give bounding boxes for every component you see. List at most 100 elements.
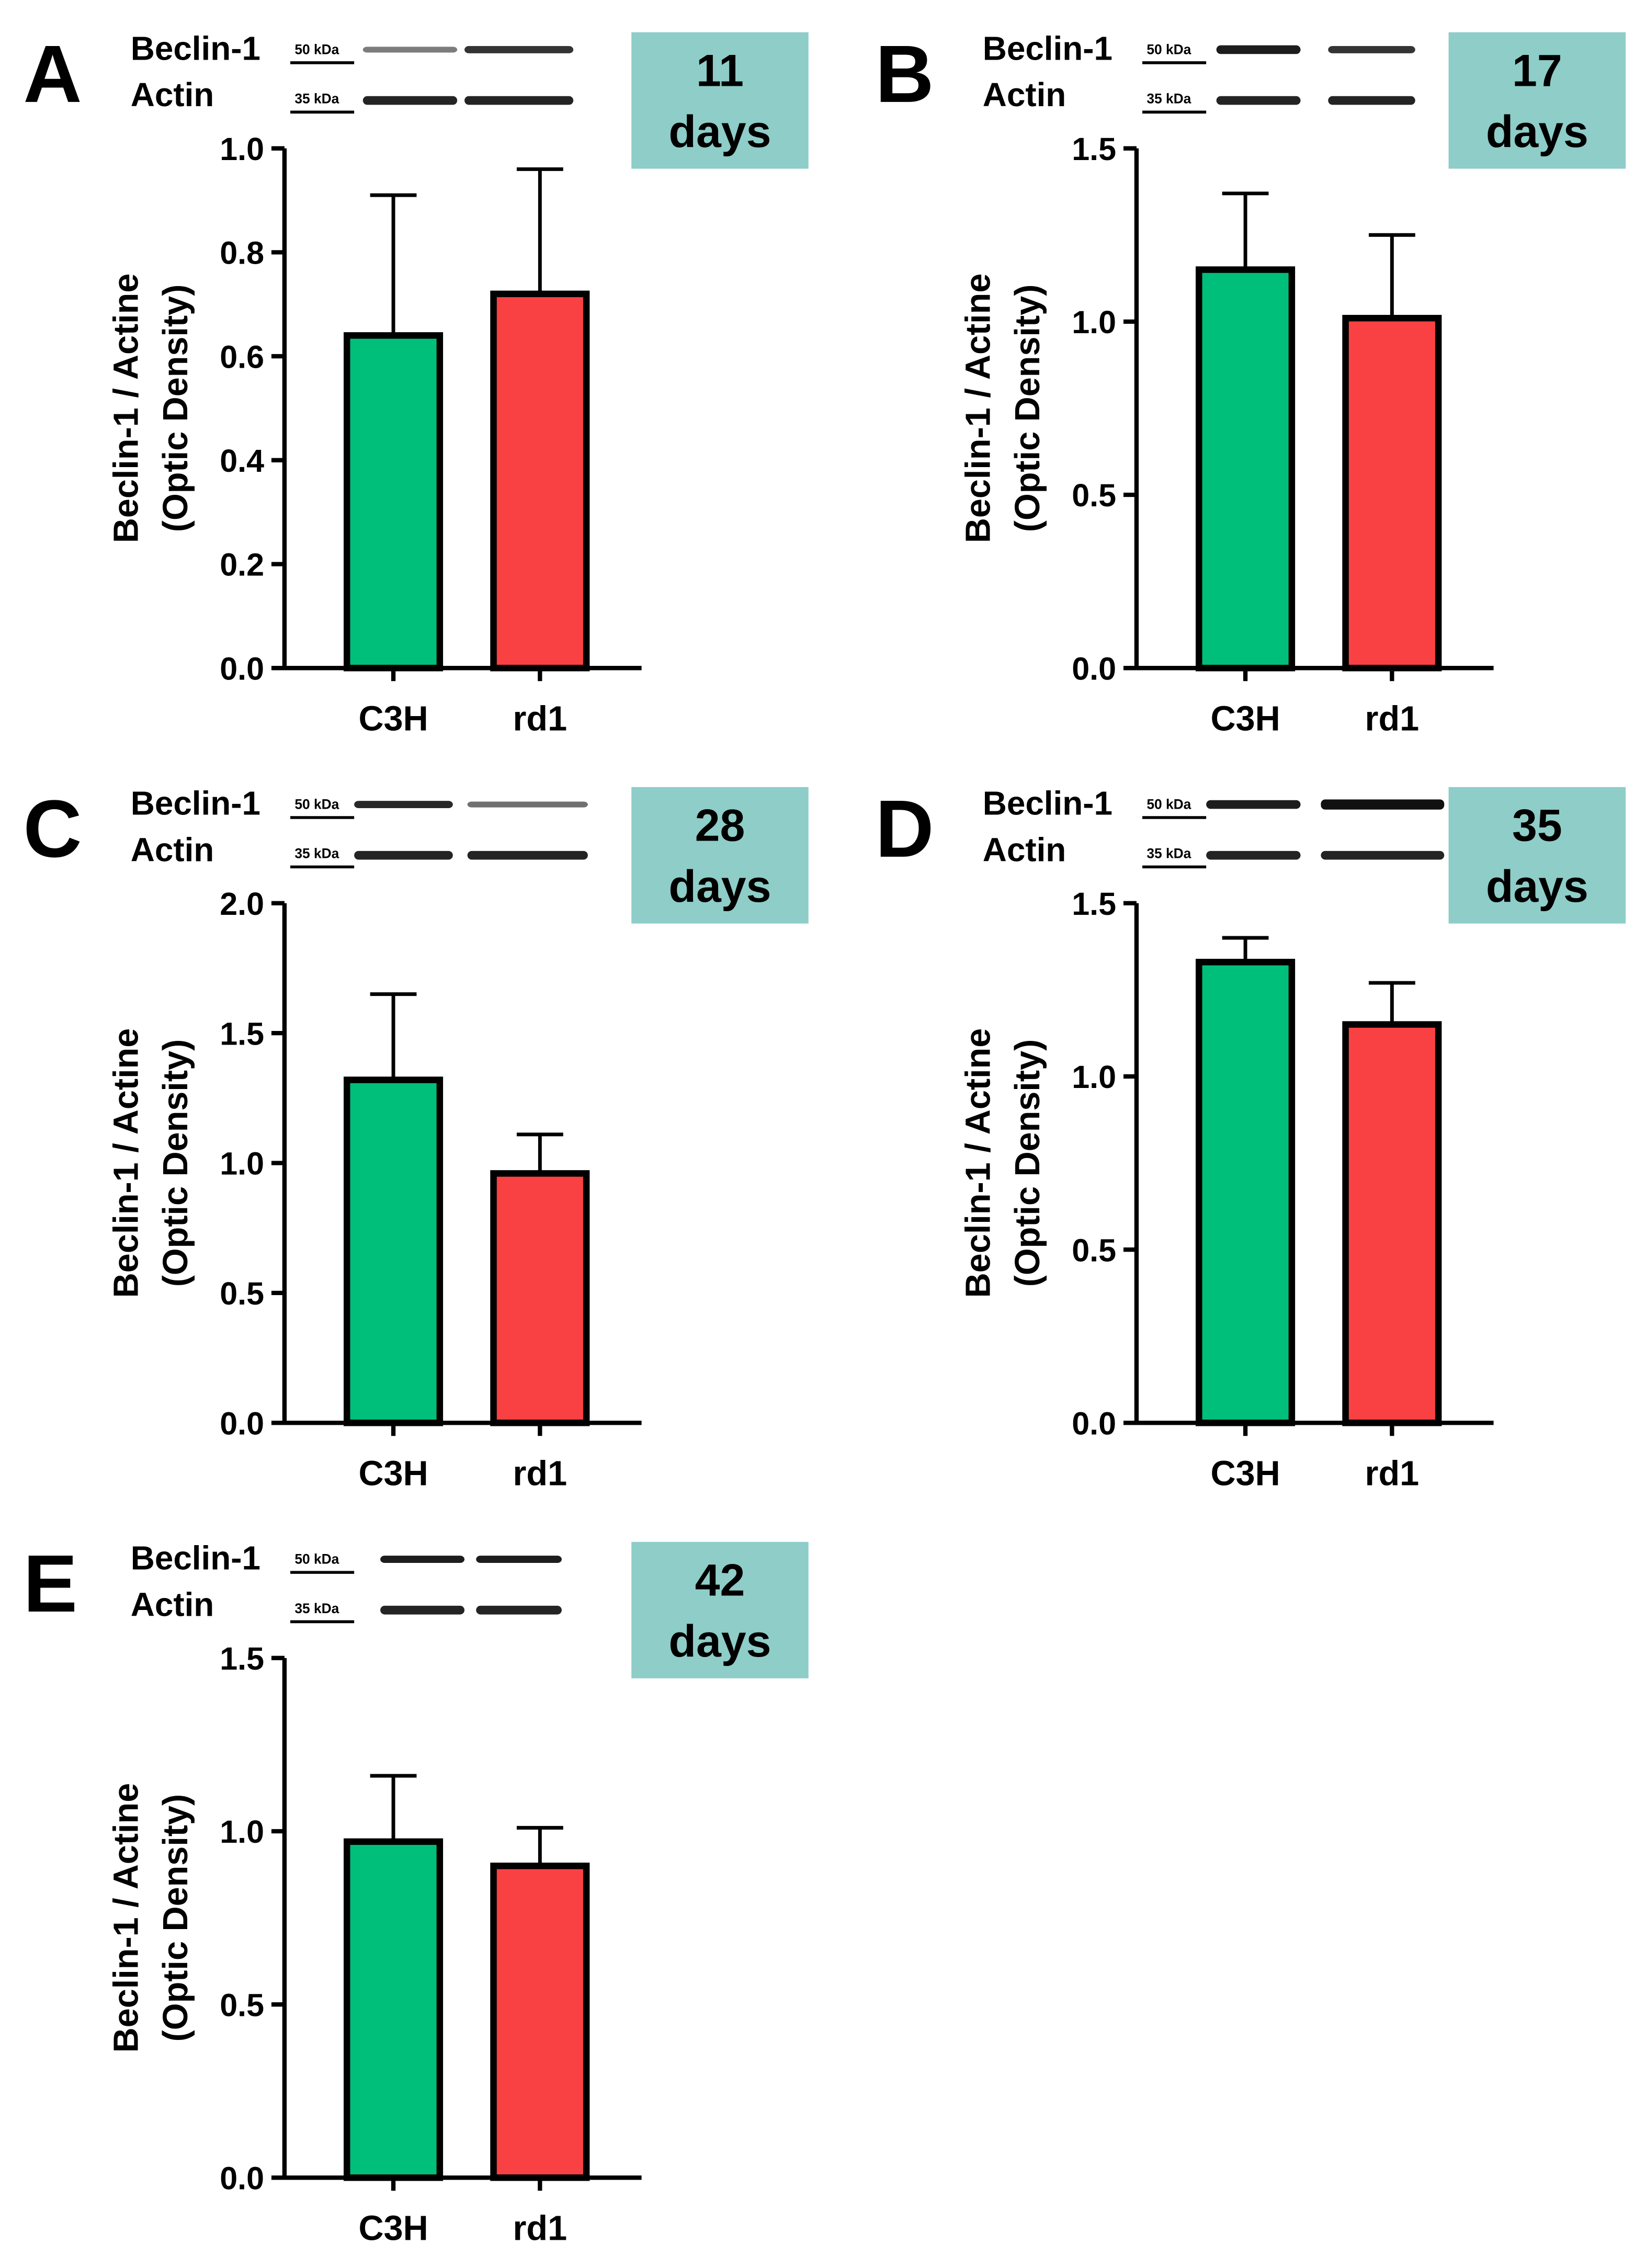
day-unit: days [668, 1616, 771, 1666]
panel-letter: B [875, 28, 934, 119]
y-tick-label: 0.4 [220, 443, 264, 479]
y-tick-label: 0.0 [1072, 651, 1116, 686]
bar-rd1 [1342, 1021, 1442, 1426]
blot-label-actin: Actin [131, 1585, 214, 1623]
blot-band-beclin [354, 801, 453, 808]
blot-band-actin [1206, 850, 1301, 860]
y-tick-label: 1.0 [1072, 1059, 1116, 1095]
blot-band-beclin [464, 46, 574, 53]
bar-rd1 [490, 1862, 590, 2181]
marker-50kda: 50 kDa [1146, 41, 1191, 57]
blot-band-actin [380, 1605, 465, 1615]
y-axis-subtitle: (Optic Density) [156, 1039, 195, 1287]
marker-50kda: 50 kDa [294, 1551, 339, 1567]
x-tick-label: rd1 [1365, 700, 1420, 739]
blot-band-actin [1328, 96, 1415, 105]
panel-b: B Beclin-1 Actin 50 kDa 35 kDa 17 days 0.0 0.5 1.… [875, 28, 1626, 739]
x-tick-label: rd1 [1365, 1455, 1420, 1493]
blot-band-actin [467, 850, 588, 860]
y-tick-label: 0.0 [220, 1405, 264, 1441]
day-unit: days [668, 107, 771, 157]
y-tick-label: 1.0 [220, 1146, 264, 1182]
marker-35kda: 35 kDa [294, 846, 339, 861]
blot-band-beclin [362, 47, 458, 53]
bar-c3h [344, 332, 444, 672]
blot-label-beclin: Beclin-1 [131, 1539, 260, 1577]
y-axis-title: Beclin-1 / Actine [107, 274, 146, 543]
y-tick-label: 0.8 [220, 235, 264, 271]
day-box [1448, 32, 1626, 169]
day-box [631, 1541, 809, 1679]
x-tick-label: rd1 [513, 2209, 567, 2248]
blot-band-beclin [380, 1556, 465, 1563]
blot-band-actin [354, 850, 453, 860]
blot-label-beclin: Beclin-1 [131, 29, 260, 67]
y-tick-label: 1.5 [1072, 886, 1116, 922]
y-tick-label: 0.0 [220, 651, 264, 686]
bar-c3h [344, 1838, 444, 2181]
panel-d: D Beclin-1 Actin 50 kDa 35 kDa 35 days 0.0 0.5 1.… [875, 783, 1626, 1493]
y-tick-label: 0.0 [220, 2161, 264, 2196]
blot-band-actin [362, 96, 458, 105]
y-axis-subtitle: (Optic Density) [156, 285, 195, 532]
x-tick-label: C3H [1210, 1455, 1280, 1493]
y-tick-label: 0.0 [1072, 1405, 1116, 1441]
day-unit: days [1486, 107, 1588, 157]
x-tick-label: C3H [1210, 700, 1280, 739]
blot-band-actin [1216, 96, 1301, 105]
y-tick-label: 0.5 [1072, 478, 1116, 513]
blot-band-beclin [1216, 45, 1301, 54]
x-tick-label: C3H [358, 700, 428, 739]
y-axis-subtitle: (Optic Density) [156, 1794, 195, 2042]
marker-35kda: 35 kDa [1146, 91, 1191, 107]
blot-band-actin [1321, 850, 1445, 860]
y-tick-label: 0.5 [220, 1987, 264, 2023]
y-tick-label: 2.0 [220, 886, 264, 922]
x-tick-label: C3H [358, 2209, 428, 2248]
day-number: 35 [1512, 800, 1562, 850]
marker-50kda: 50 kDa [294, 41, 339, 57]
panel-letter: C [23, 783, 82, 874]
bar-rd1 [490, 290, 590, 672]
x-tick-label: C3H [358, 1455, 428, 1493]
day-box [1448, 787, 1626, 924]
y-axis-title: Beclin-1 / Actine [107, 1783, 146, 2053]
blot-band-beclin [1328, 46, 1415, 53]
bar-rd1 [490, 1170, 590, 1426]
panel-c: C Beclin-1 Actin 50 kDa 35 kDa 28 days 0.0 0.5 1.… [23, 783, 809, 1493]
marker-50kda: 50 kDa [294, 796, 339, 812]
day-box [631, 787, 809, 924]
y-axis-title: Beclin-1 / Actine [959, 1028, 998, 1298]
panel-letter: E [23, 1538, 77, 1629]
y-axis-subtitle: (Optic Density) [1008, 285, 1047, 532]
day-unit: days [1486, 861, 1588, 912]
panel-e: E Beclin-1 Actin 50 kDa 35 kDa 42 days 0.0 0.5 1.… [23, 1538, 809, 2248]
y-tick-label: 1.0 [220, 131, 264, 167]
marker-35kda: 35 kDa [294, 91, 339, 107]
day-box [631, 32, 809, 169]
y-tick-label: 1.5 [1072, 131, 1116, 167]
y-tick-label: 0.6 [220, 339, 264, 375]
blot-band-beclin [1206, 800, 1301, 809]
panel-letter: A [23, 28, 82, 119]
blot-label-actin: Actin [983, 76, 1066, 114]
y-axis-subtitle: (Optic Density) [1008, 1039, 1047, 1287]
y-tick-label: 0.2 [220, 547, 264, 583]
x-tick-label: rd1 [513, 1455, 567, 1493]
blot-label-beclin: Beclin-1 [983, 784, 1113, 822]
bar-rd1 [1342, 314, 1442, 672]
blot-label-actin: Actin [131, 831, 214, 868]
panel-letter: D [875, 783, 934, 874]
day-number: 17 [1512, 46, 1562, 96]
y-tick-label: 1.5 [220, 1016, 264, 1051]
y-tick-label: 0.5 [1072, 1232, 1116, 1268]
marker-35kda: 35 kDa [294, 1601, 339, 1616]
day-unit: days [668, 861, 771, 912]
blot-label-actin: Actin [983, 831, 1066, 868]
blot-band-actin [464, 96, 574, 105]
bar-c3h [1196, 266, 1296, 672]
x-tick-label: rd1 [513, 700, 567, 739]
blot-label-actin: Actin [131, 76, 214, 114]
marker-50kda: 50 kDa [1146, 796, 1191, 812]
